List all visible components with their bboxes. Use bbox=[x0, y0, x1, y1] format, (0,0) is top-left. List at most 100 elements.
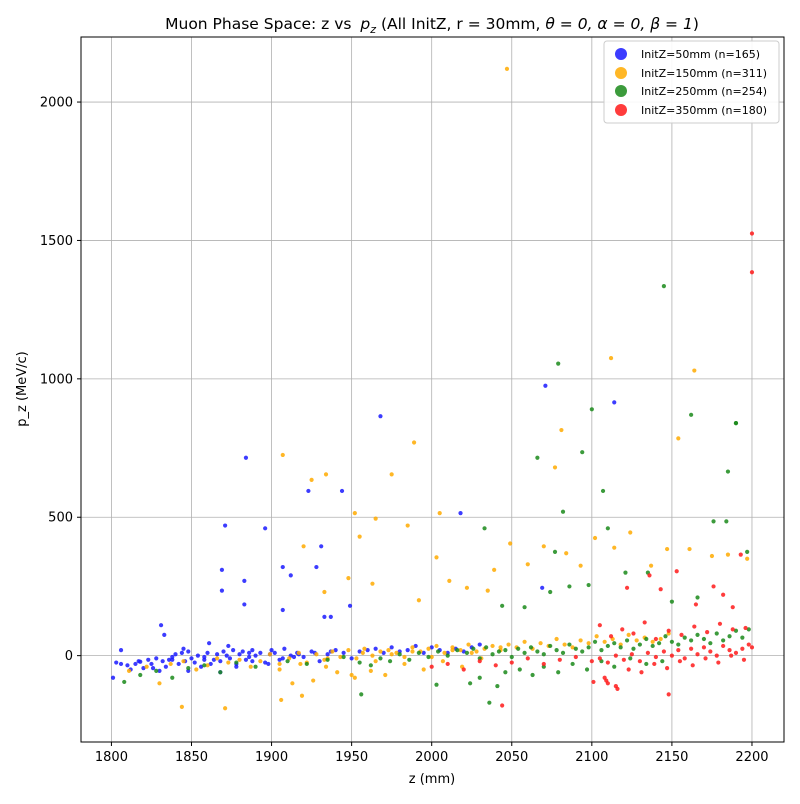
chart-title-params: θ = 0, α = 0, β = 1 bbox=[545, 15, 692, 33]
data-point bbox=[170, 675, 175, 680]
data-point bbox=[716, 660, 721, 665]
data-point bbox=[725, 552, 731, 557]
data-point bbox=[368, 668, 373, 673]
chart-title-rest: (All InitZ, r = 30mm, bbox=[376, 15, 545, 33]
data-point bbox=[170, 657, 175, 662]
data-point bbox=[628, 656, 633, 661]
data-point bbox=[701, 636, 707, 642]
data-point bbox=[319, 544, 324, 549]
data-point bbox=[195, 653, 200, 658]
data-point bbox=[150, 665, 156, 671]
data-point bbox=[357, 534, 362, 539]
legend-label-series-0: InitZ=50mm (n=165) bbox=[641, 48, 760, 61]
data-point bbox=[749, 645, 755, 650]
data-point bbox=[693, 602, 699, 607]
data-point bbox=[173, 652, 178, 657]
data-point bbox=[541, 652, 546, 657]
data-point bbox=[181, 659, 186, 664]
data-point bbox=[746, 627, 751, 632]
data-point bbox=[708, 649, 713, 654]
data-point bbox=[650, 639, 655, 644]
data-point bbox=[280, 656, 285, 661]
data-point bbox=[703, 656, 708, 661]
data-point bbox=[618, 645, 623, 650]
x-tick-label: 2200 bbox=[735, 750, 768, 765]
data-point bbox=[272, 650, 277, 655]
data-point bbox=[637, 642, 642, 647]
data-point bbox=[426, 654, 431, 660]
data-point bbox=[613, 653, 618, 658]
data-point bbox=[666, 628, 671, 633]
data-point bbox=[386, 648, 391, 653]
data-point bbox=[503, 670, 508, 675]
x-tick-label: 1800 bbox=[95, 750, 128, 765]
data-point bbox=[205, 663, 210, 668]
data-point bbox=[485, 588, 490, 593]
data-point bbox=[218, 659, 223, 664]
data-point bbox=[648, 563, 654, 568]
data-point bbox=[740, 635, 745, 640]
data-point bbox=[247, 650, 252, 655]
series-1-points bbox=[126, 66, 750, 711]
data-point bbox=[658, 636, 663, 642]
data-point bbox=[644, 661, 649, 667]
data-point bbox=[628, 530, 633, 535]
data-point bbox=[626, 632, 631, 637]
data-point bbox=[540, 585, 545, 590]
legend-marker-series-1 bbox=[615, 67, 627, 79]
y-tick-label: 2000 bbox=[40, 96, 73, 111]
data-point bbox=[740, 646, 745, 651]
x-tick-label: 2100 bbox=[575, 750, 608, 765]
data-point bbox=[224, 653, 229, 658]
data-point bbox=[389, 645, 394, 650]
data-point bbox=[226, 643, 231, 649]
data-point bbox=[436, 649, 441, 654]
data-point bbox=[466, 642, 471, 647]
data-point bbox=[158, 623, 164, 628]
data-point bbox=[330, 649, 335, 654]
data-point bbox=[599, 648, 604, 653]
data-point bbox=[304, 661, 309, 667]
data-point bbox=[279, 697, 284, 703]
data-point bbox=[745, 556, 750, 561]
data-point bbox=[484, 645, 489, 650]
data-point bbox=[352, 510, 357, 516]
data-point bbox=[354, 656, 359, 661]
data-point bbox=[695, 595, 700, 600]
data-point bbox=[503, 648, 508, 653]
data-point bbox=[362, 646, 367, 651]
data-point bbox=[548, 589, 553, 595]
data-point bbox=[492, 567, 497, 572]
data-point bbox=[346, 576, 351, 581]
data-point bbox=[580, 450, 585, 455]
data-point bbox=[554, 648, 559, 653]
x-tick-label: 2000 bbox=[415, 750, 448, 765]
data-point bbox=[383, 672, 388, 678]
data-point bbox=[644, 636, 649, 642]
data-point bbox=[323, 664, 329, 669]
data-point bbox=[745, 549, 750, 554]
data-point bbox=[508, 541, 513, 546]
y-tick-label: 1000 bbox=[40, 372, 73, 387]
data-point bbox=[242, 602, 247, 607]
y-tick-label: 1500 bbox=[40, 234, 73, 249]
data-point bbox=[674, 569, 679, 574]
data-point bbox=[394, 650, 399, 655]
data-point bbox=[612, 664, 617, 669]
data-point bbox=[208, 661, 213, 667]
data-point bbox=[559, 427, 564, 433]
data-point bbox=[125, 663, 130, 668]
data-point bbox=[490, 643, 495, 649]
data-point bbox=[370, 653, 375, 658]
data-point bbox=[378, 649, 383, 654]
data-point bbox=[335, 670, 340, 675]
data-point bbox=[154, 656, 159, 661]
data-point bbox=[615, 686, 620, 691]
legend-box bbox=[603, 40, 780, 124]
legend-label-series-2: InitZ=250mm (n=254) bbox=[641, 85, 767, 98]
data-point bbox=[186, 665, 191, 671]
data-point bbox=[434, 555, 439, 560]
data-point bbox=[359, 692, 364, 697]
plot-area bbox=[80, 36, 785, 743]
data-point bbox=[650, 643, 655, 649]
